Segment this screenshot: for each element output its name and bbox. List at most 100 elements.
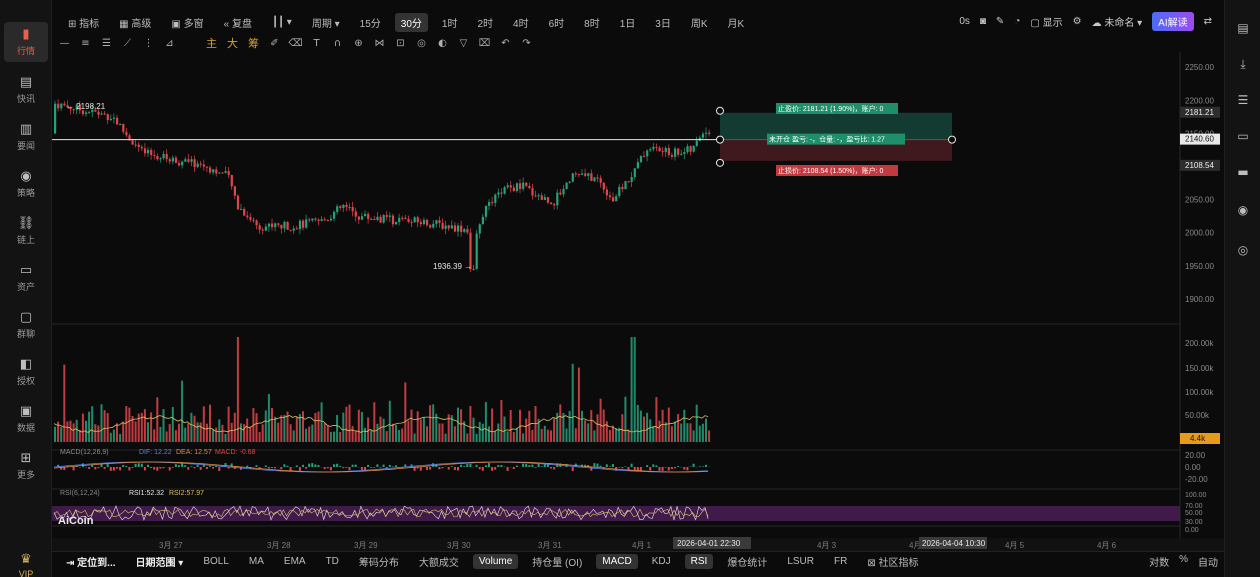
undo-icon[interactable]: ↶ [501,37,510,49]
tab-lsur[interactable]: LSUR [787,556,814,567]
indicator-button[interactable]: ⊞ 指标 [68,18,100,30]
ruler-tool-icon[interactable]: ⊿ [165,37,174,49]
pattern-tool-icon[interactable]: ⋈ [374,37,385,49]
zoom-tool-icon[interactable]: ⊕ [354,37,363,49]
display-button[interactable]: ▢ 显示 [1030,18,1063,29]
macd-bar [308,463,311,467]
main-chart-tool[interactable]: 主 [206,38,217,50]
channel-tool-icon[interactable]: ☰ [102,37,111,49]
tab-open-interest[interactable]: 持仓量 (OI) [532,558,583,569]
interval-6h[interactable]: 6时 [548,18,565,30]
candle-body [655,146,658,148]
date-range-dropdown[interactable]: 日期范围 ▾ [135,558,184,569]
interval-1w[interactable]: 周K [690,18,708,30]
volume-bar [705,418,707,442]
volume-bar [311,424,314,442]
gear-icon[interactable]: ⚙ [1072,16,1082,27]
text-tool-icon[interactable]: T [313,37,320,49]
pen-icon[interactable]: ✎ [995,16,1005,27]
target-icon[interactable]: ◎ [1237,243,1249,257]
tab-fr[interactable]: FR [834,556,848,567]
interval-4h[interactable]: 4时 [513,18,529,30]
log-scale-button[interactable]: 对数 [1149,558,1170,569]
percent-scale-button[interactable]: % [1179,554,1188,565]
interval-1d[interactable]: 1日 [619,18,636,30]
tab-ma[interactable]: MA [248,556,264,567]
layout-name-dropdown[interactable]: ☁ 未命名 ▾ [1091,18,1143,29]
candle-body [605,189,608,196]
tab-ema[interactable]: EMA [283,556,306,567]
tab-chip-distribution[interactable]: 筹码分布 [358,558,399,569]
line-tool-icon[interactable]: — [59,37,70,49]
candle-body [602,182,605,190]
chip-tool[interactable]: 筹 [248,38,259,50]
big-order-tool[interactable]: 大 [227,38,238,50]
nav-item-vip[interactable]: ♛ VIP [4,546,48,577]
hline-tool-icon[interactable]: ≡ [81,37,90,49]
candle-body [333,211,336,219]
volume-bar [708,430,711,442]
auto-scale-button[interactable]: 自动 [1198,558,1218,569]
brush-tool-icon[interactable]: ✐ [270,37,279,49]
nav-item-assets[interactable]: ▭ 资产 [4,258,48,298]
chart-type-button[interactable]: ┃┃ ▾ [271,16,292,28]
nav-item-news[interactable]: ▥ 要闻 [4,117,48,157]
tab-rsi[interactable]: RSI [684,554,714,569]
tab-liquidation[interactable]: 爆仓统计 [727,558,768,569]
volume-now-tag-bg [1180,433,1220,444]
tab-kdj[interactable]: KDJ [651,556,671,567]
tab-boll[interactable]: BOLL [203,556,229,567]
nav-item-strategy[interactable]: ◉ 策略 [4,164,48,204]
nav-item-onchain[interactable]: ⛓ 链上 [4,211,48,251]
candle-body [478,224,481,234]
lock-tool-icon[interactable]: ⊡ [396,37,405,49]
replay-button[interactable]: « 复盘 [223,18,252,30]
bell-icon[interactable]: ◔ [1014,16,1021,27]
magnet-tool-icon[interactable]: ∩ [333,37,342,49]
interval-1mo[interactable]: 月K [727,18,745,30]
macd-bar [447,467,450,470]
camera-icon[interactable]: ◙ [979,16,986,27]
tab-macd[interactable]: MACD [596,554,638,569]
interval-3d[interactable]: 3日 [655,18,671,30]
alert-tool-icon[interactable]: ◐ [438,37,447,49]
redo-icon[interactable]: ↷ [522,37,531,49]
nav-item-flash[interactable]: ▤ 快讯 [4,70,48,110]
download-icon[interactable]: ⤓ [1240,56,1246,71]
bot-icon[interactable]: ◉ [1237,203,1249,217]
list-icon[interactable]: ☰ [1237,93,1249,107]
candle-body [267,223,271,227]
filter-tool-icon[interactable]: ▽ [459,37,468,49]
nav-item-auth[interactable]: ◧ 授权 [4,352,48,392]
interval-2h[interactable]: 2时 [477,18,494,30]
chat-bubble-icon[interactable]: ▭ [1237,129,1249,143]
card-icon[interactable]: ▬ [1237,165,1249,179]
nav-item-market[interactable]: ▮ 行情 [4,22,48,62]
price-chart[interactable]: 2250.002200.002150.002100.002050.002000.… [52,52,1224,551]
candle-body [233,186,236,196]
tab-large-trades[interactable]: 大额成交 [418,558,459,569]
hide-tool-icon[interactable]: ◎ [417,37,426,49]
multi-window-button[interactable]: ▣ 多窗 [171,18,204,30]
locate-button[interactable]: ⇥ 定位到... [66,558,116,569]
period-dropdown[interactable]: 周期 ▾ [311,18,340,30]
fib-tool-icon[interactable]: ⋮ [143,37,154,49]
nav-item-chat[interactable]: ▢ 群聊 [4,305,48,345]
candle-body [540,195,543,200]
ai-analysis-button[interactable]: AI解读 [1152,12,1194,31]
trend-tool-icon[interactable]: ⟋ [124,37,131,49]
interval-15m[interactable]: 15分 [359,18,381,30]
nav-item-more[interactable]: ⊞ 更多 [4,446,48,486]
eraser-tool-icon[interactable]: ⌫ [288,37,303,49]
interval-1h[interactable]: 1时 [441,18,458,30]
trash-icon[interactable]: ⌧ [478,37,491,49]
tab-td[interactable]: TD [325,556,339,567]
tab-community[interactable]: ⊠ 社区指标 [861,552,924,571]
orderbook-icon[interactable]: ▤ [1237,21,1249,35]
tab-volume[interactable]: Volume [472,554,519,569]
share-icon[interactable]: ⇄ [1203,16,1212,27]
nav-item-data[interactable]: ▣ 数据 [4,399,48,439]
advanced-button[interactable]: ▦ 高级 [119,18,152,30]
interval-8h[interactable]: 8时 [584,18,600,30]
interval-30m[interactable]: 30分 [394,12,428,32]
